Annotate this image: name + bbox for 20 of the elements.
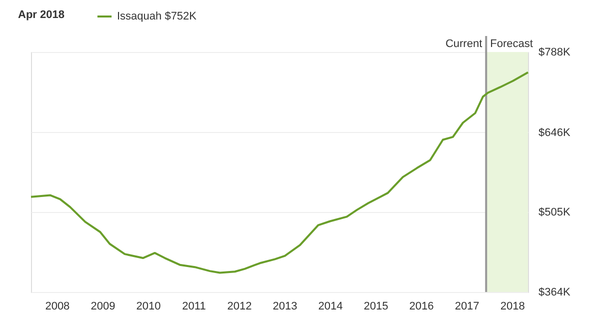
y-tick-label: $505K [538,206,571,219]
x-tick-label: 2011 [182,300,206,312]
x-tick-label: 2018 [500,300,525,312]
x-tick-label: 2010 [136,300,161,312]
x-tick-label: 2009 [90,300,116,312]
ref-line-label: Current [445,38,482,50]
x-tick-label: 2016 [409,300,434,312]
band-label: Forecast [490,38,533,50]
x-tick-label: 2017 [454,300,480,312]
y-tick-label: $364K [538,286,571,298]
x-tick-label: 2015 [364,300,388,312]
y-tick-label: $646K [538,126,571,139]
x-tick-label: 2014 [318,300,343,312]
x-tick-label: 2012 [227,300,252,312]
chart-title: Apr 2018 [18,9,64,21]
y-tick-label: $788K [538,46,571,58]
x-tick-label: 2013 [272,300,298,312]
x-tick-label: 2008 [45,300,70,312]
line-series [30,71,529,274]
legend-label: Issaquah $752K [117,10,198,22]
